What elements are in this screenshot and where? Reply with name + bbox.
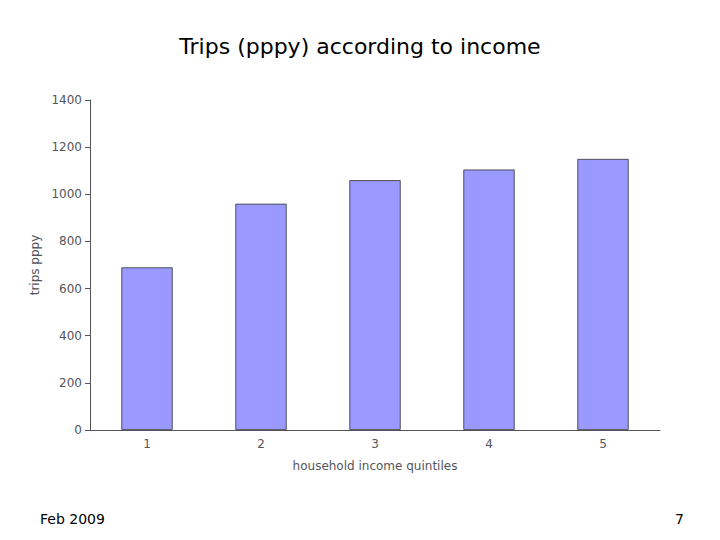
svg-text:200: 200 bbox=[59, 376, 82, 390]
svg-text:1: 1 bbox=[143, 437, 151, 451]
svg-text:trips pppy: trips pppy bbox=[28, 235, 42, 296]
svg-text:1400: 1400 bbox=[51, 93, 82, 107]
svg-text:2: 2 bbox=[257, 437, 265, 451]
svg-text:0: 0 bbox=[74, 423, 82, 437]
svg-text:household income quintiles: household income quintiles bbox=[293, 459, 458, 473]
svg-text:1000: 1000 bbox=[51, 187, 82, 201]
svg-text:4: 4 bbox=[485, 437, 493, 451]
svg-text:400: 400 bbox=[59, 329, 82, 343]
svg-text:3: 3 bbox=[371, 437, 379, 451]
svg-text:800: 800 bbox=[59, 234, 82, 248]
svg-text:600: 600 bbox=[59, 282, 82, 296]
svg-text:Trips (pppy) according to inco: Trips (pppy) according to income bbox=[178, 34, 540, 59]
svg-text:5: 5 bbox=[599, 437, 607, 451]
svg-text:1200: 1200 bbox=[51, 140, 82, 154]
svg-text:7: 7 bbox=[675, 511, 684, 527]
svg-text:Feb 2009: Feb 2009 bbox=[40, 511, 105, 527]
